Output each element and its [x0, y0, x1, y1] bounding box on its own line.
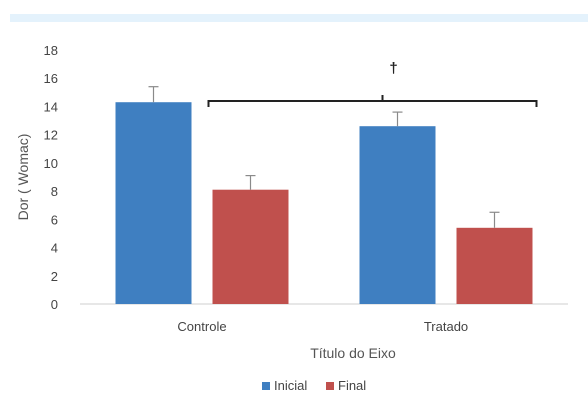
bars: [115, 102, 533, 304]
bar-inicial-tratado: [359, 126, 436, 304]
error-bars: [148, 86, 500, 228]
y-tick-label: 8: [51, 184, 58, 199]
y-axis-title: Dor ( Womac): [15, 134, 31, 221]
category-label: Tratado: [424, 319, 468, 334]
bar-final-tratado: [456, 227, 533, 304]
y-axis-ticks: 0 2 4 6 8 10 12 14 16 18: [44, 43, 58, 312]
bar-final-controle: [212, 189, 289, 304]
y-tick-label: 2: [51, 269, 58, 284]
legend: Inicial Final: [262, 378, 366, 393]
y-tick-label: 18: [44, 43, 58, 58]
top-band: [10, 14, 588, 22]
y-tick-label: 6: [51, 212, 58, 227]
bar-inicial-controle: [115, 102, 192, 304]
y-tick-label: 0: [51, 297, 58, 312]
legend-swatch-final: [326, 382, 334, 390]
y-tick-label: 10: [44, 156, 58, 171]
y-tick-label: 16: [44, 71, 58, 86]
y-tick-label: 12: [44, 128, 58, 143]
y-tick-label: 14: [44, 99, 58, 114]
category-labels: Controle Tratado: [177, 319, 468, 334]
legend-label-final: Final: [338, 378, 366, 393]
significance-bracket: [207, 95, 538, 107]
significance-marker: †: [389, 60, 397, 77]
legend-label-inicial: Inicial: [274, 378, 307, 393]
y-tick-label: 4: [51, 241, 58, 256]
x-axis-title: Título do Eixo: [310, 345, 396, 361]
legend-swatch-inicial: [262, 382, 270, 390]
category-label: Controle: [177, 319, 226, 334]
